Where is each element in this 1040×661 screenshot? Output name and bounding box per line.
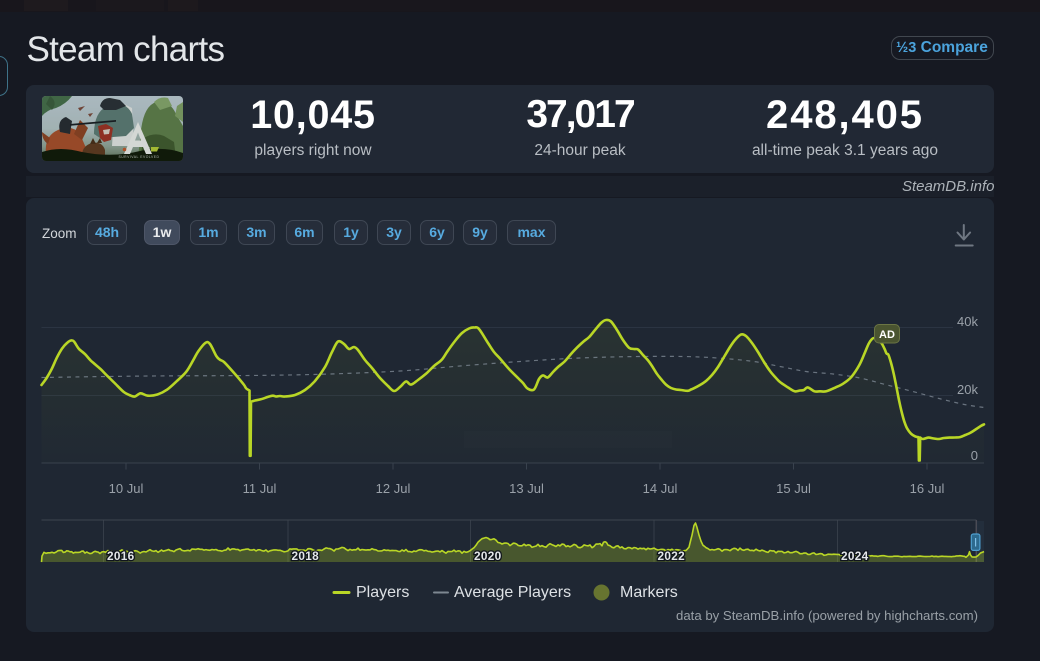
svg-text:13 Jul: 13 Jul [509, 481, 544, 496]
svg-text:K: K [146, 147, 151, 154]
svg-text:A: A [127, 147, 132, 154]
svg-text:15 Jul: 15 Jul [776, 481, 811, 496]
svg-text:20k: 20k [957, 382, 978, 397]
svg-text:2020: 2020 [474, 549, 502, 563]
svg-text:10 Jul: 10 Jul [109, 481, 144, 496]
svg-text:2024: 2024 [841, 549, 869, 563]
svg-text:AD: AD [879, 329, 895, 341]
svg-text:11 Jul: 11 Jul [243, 481, 277, 496]
svg-text:2022: 2022 [658, 549, 686, 563]
svg-text:SURVIVAL EVOLVED: SURVIVAL EVOLVED [118, 155, 159, 159]
svg-text:2016: 2016 [107, 549, 135, 563]
svg-text:40k: 40k [957, 314, 978, 329]
svg-text:14 Jul: 14 Jul [643, 481, 678, 496]
svg-text:2018: 2018 [292, 549, 320, 563]
svg-text:12 Jul: 12 Jul [376, 481, 411, 496]
svg-text:0: 0 [971, 448, 978, 463]
svg-text:16 Jul: 16 Jul [910, 481, 945, 496]
